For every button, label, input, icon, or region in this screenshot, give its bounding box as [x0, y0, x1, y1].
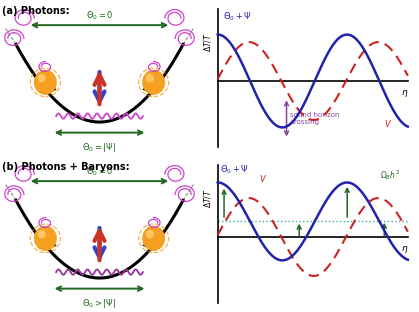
Circle shape	[143, 227, 164, 250]
Text: (a) Photons:: (a) Photons:	[3, 6, 70, 16]
Text: $\eta$: $\eta$	[401, 88, 408, 99]
Text: $\Theta_0+\Psi$: $\Theta_0+\Psi$	[223, 11, 252, 23]
Text: $\Delta T/T$: $\Delta T/T$	[202, 188, 213, 208]
Text: $\eta$: $\eta$	[401, 244, 408, 255]
Circle shape	[35, 227, 56, 250]
Circle shape	[147, 75, 153, 82]
Circle shape	[39, 75, 45, 82]
Text: $\Theta_0=|\Psi|$: $\Theta_0=|\Psi|$	[83, 141, 116, 154]
Text: sound horizon
crossing: sound horizon crossing	[290, 112, 340, 125]
Text: $\Theta_0>|\Psi|$: $\Theta_0>|\Psi|$	[83, 297, 116, 310]
Text: $V$: $V$	[259, 173, 268, 183]
Text: $V$: $V$	[384, 119, 393, 129]
Circle shape	[147, 231, 153, 238]
Text: $\Theta_0+\Psi$: $\Theta_0+\Psi$	[220, 163, 248, 176]
Text: $\Omega_B h^2$: $\Omega_B h^2$	[380, 168, 400, 182]
Text: $\Theta_0=0$: $\Theta_0=0$	[86, 9, 113, 22]
Circle shape	[39, 231, 45, 238]
Text: (b) Photons + Baryons:: (b) Photons + Baryons:	[3, 162, 130, 172]
Circle shape	[143, 71, 164, 94]
Text: $\Theta_0=0$: $\Theta_0=0$	[86, 165, 113, 178]
Text: $\Delta T/T$: $\Delta T/T$	[202, 32, 213, 52]
Circle shape	[35, 71, 56, 94]
